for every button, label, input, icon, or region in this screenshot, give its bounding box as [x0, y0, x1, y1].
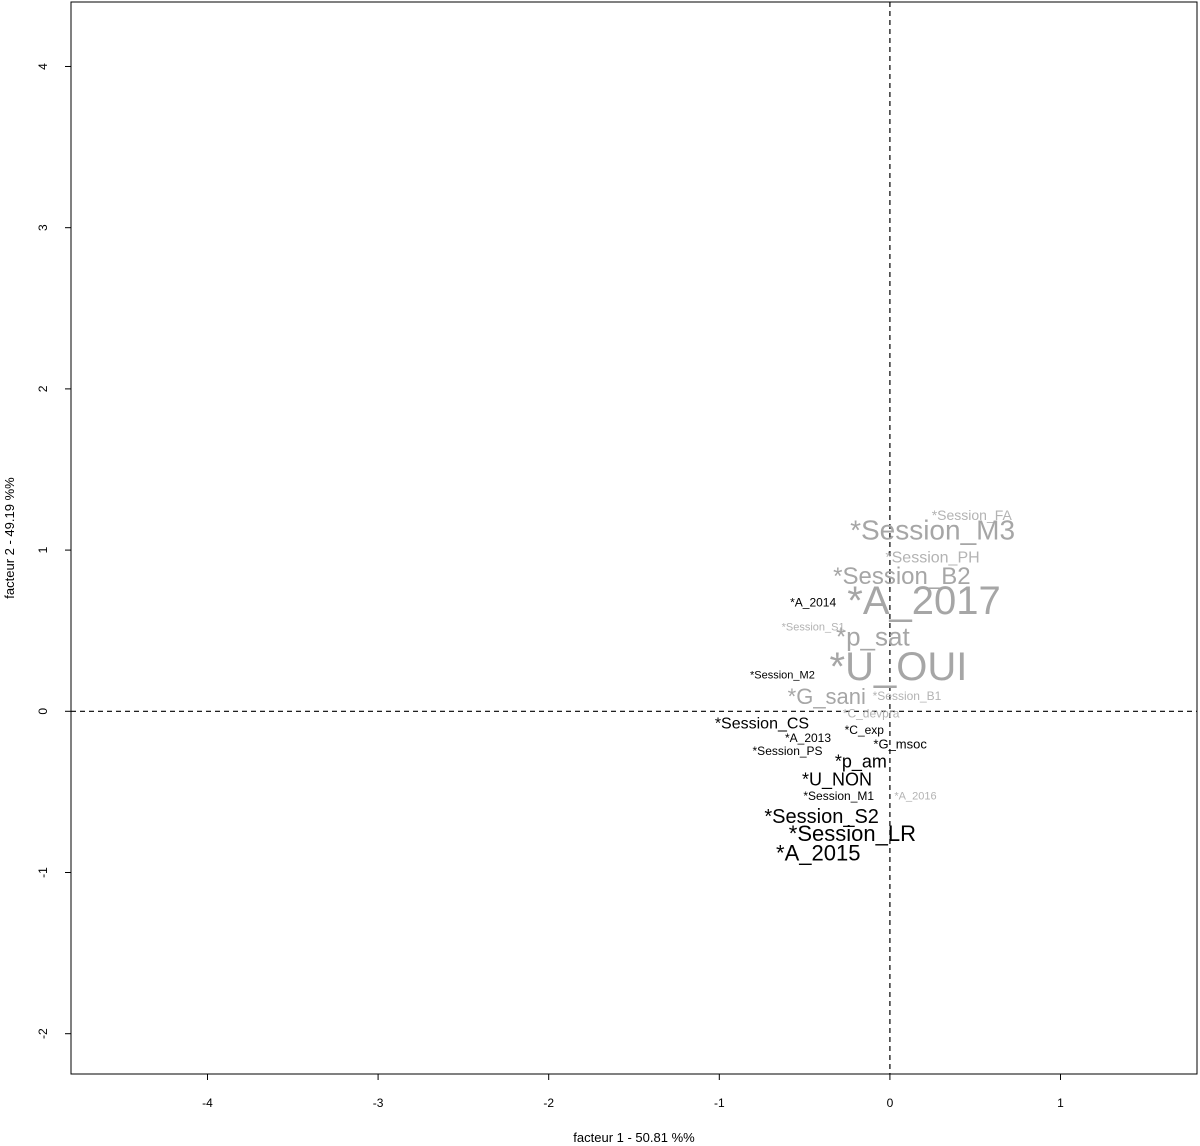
- point-label: *G_msoc: [873, 737, 927, 752]
- y-axis-title: facteur 2 - 49.19 %%: [2, 477, 17, 599]
- y-axis: -2 -1 0 1 2 3 4: [36, 63, 71, 1039]
- point-label: *Session_S1: [782, 621, 845, 633]
- x-tick-label: -1: [714, 1096, 725, 1110]
- y-tick-label: 2: [36, 385, 50, 392]
- point-label: *Session_FA: [932, 507, 1013, 523]
- y-tick-label: 3: [36, 224, 50, 231]
- point-label: *C_exp: [845, 723, 885, 737]
- point-label: *p_sat: [836, 622, 910, 652]
- x-tick-label: 1: [1057, 1096, 1064, 1110]
- y-tick-label: -1: [36, 867, 50, 878]
- point-label: *U_NON: [802, 769, 872, 790]
- x-tick-label: -4: [202, 1096, 213, 1110]
- plot-frame: [70, 1, 1198, 1075]
- point-label: *Session_B2: [833, 563, 970, 590]
- x-axis: -4 -3 -2 -1 0 1: [202, 1074, 1064, 1110]
- point-label: *A_2017: [847, 579, 1000, 623]
- point-label: *G_sani: [788, 684, 866, 709]
- point-label: *Session_PH: [885, 549, 979, 566]
- point-label: *A_2016: [894, 791, 936, 803]
- point-label: *A_2015: [776, 841, 860, 866]
- point-label: *A_2013: [785, 731, 831, 745]
- point-label: *Session_PS: [753, 744, 823, 758]
- point-label: *Session_M2: [750, 670, 815, 682]
- x-tick-label: -2: [543, 1096, 554, 1110]
- point-label: *Session_LR: [789, 821, 916, 846]
- point-labels: *Session_FA*Session_M3*Session_PH*Sessio…: [715, 507, 1015, 866]
- x-tick-label: 0: [887, 1096, 894, 1110]
- point-label: *A_2014: [790, 595, 836, 609]
- y-tick-label: 4: [36, 63, 50, 70]
- y-tick-label: 1: [36, 546, 50, 553]
- point-label: *C_devpra: [843, 707, 900, 721]
- x-axis-title: facteur 1 - 50.81 %%: [573, 1130, 695, 1145]
- point-label: *U_OUI: [830, 645, 968, 689]
- point-label: *Session_CS: [715, 715, 809, 732]
- x-tick-label: -3: [373, 1096, 384, 1110]
- point-label: *p_am: [835, 752, 887, 773]
- y-tick-label: -2: [36, 1028, 50, 1039]
- y-tick-label: 0: [36, 708, 50, 715]
- point-label: *Session_B1: [873, 689, 942, 703]
- point-label: *Session_S2: [764, 806, 879, 828]
- point-label: *Session_M3: [850, 515, 1015, 546]
- point-label: *Session_M1: [803, 789, 874, 803]
